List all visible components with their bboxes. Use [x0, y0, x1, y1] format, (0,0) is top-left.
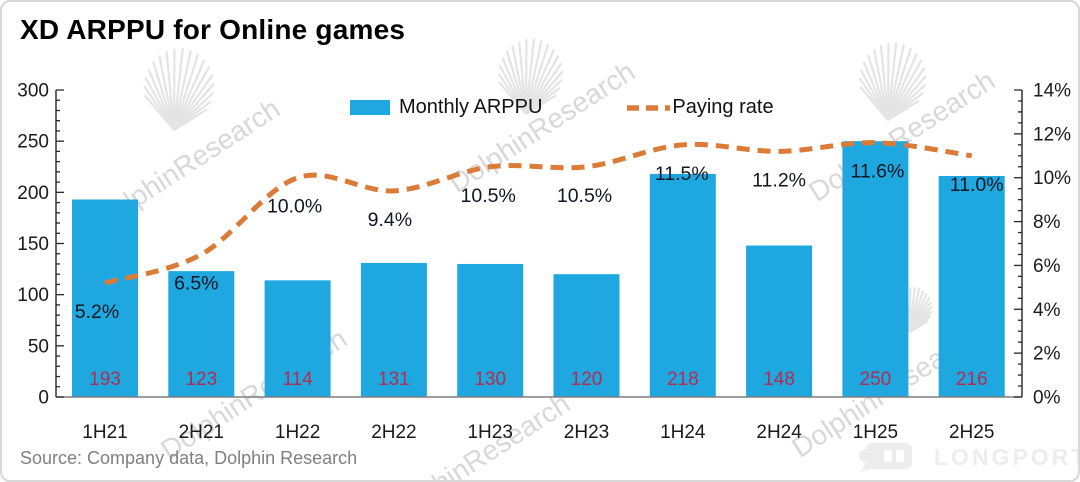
- paying-rate-label: 6.5%: [174, 272, 218, 294]
- legend-line-label: Paying rate: [672, 96, 774, 118]
- bar-value-label: 120: [571, 369, 603, 390]
- right-axis-tick-label: 10%: [1033, 168, 1071, 189]
- paying-rate-label: 10.5%: [461, 185, 516, 207]
- legend-line-swatch-icon: [627, 104, 671, 111]
- right-axis-tick-label: 12%: [1033, 124, 1071, 145]
- bar-2H23: [553, 274, 620, 397]
- bar-value-label: 193: [89, 369, 121, 390]
- x-axis-label-2H23: 2H23: [564, 422, 609, 443]
- bar-2H24: [746, 245, 813, 397]
- bar-value-label: 114: [282, 369, 313, 390]
- bar-1H22: [264, 280, 331, 397]
- x-axis-label-1H25: 1H25: [853, 422, 898, 443]
- bar-value-label: 216: [956, 369, 988, 390]
- x-axis-label-2H24: 2H24: [756, 422, 802, 443]
- x-axis-label-2H21: 2H21: [179, 422, 224, 443]
- paying-rate-label: 11.0%: [950, 174, 1004, 196]
- paying-rate-label: 11.6%: [850, 161, 904, 183]
- legend-bar-swatch-icon: [350, 100, 390, 115]
- chart-title: XD ARPPU for Online games: [20, 14, 406, 45]
- longport-brand-text: LONGPORT: [934, 443, 1080, 470]
- x-axis-label-1H21: 1H21: [82, 422, 127, 443]
- left-axis-tick-label: 250: [17, 132, 49, 153]
- right-axis-tick-label: 6%: [1033, 256, 1061, 277]
- dolphin-logo-watermark-icon: [858, 42, 927, 121]
- left-axis-tick-label: 300: [17, 81, 49, 102]
- left-axis-tick-label: 200: [17, 183, 49, 204]
- dolphin-logo-watermark-icon: [143, 48, 215, 131]
- paying-rate-label: 9.4%: [368, 209, 412, 231]
- x-axis-label-2H25: 2H25: [949, 422, 994, 443]
- bar-value-label: 148: [763, 369, 795, 390]
- x-axis-label-1H22: 1H22: [275, 422, 320, 443]
- left-axis-tick-label: 150: [17, 234, 49, 255]
- left-axis-tick-label: 0: [38, 388, 49, 409]
- x-axis-label-1H24: 1H24: [660, 422, 706, 443]
- left-axis-tick-label: 50: [28, 336, 49, 357]
- right-axis-tick-label: 2%: [1033, 344, 1061, 365]
- bar-1H23: [457, 263, 524, 397]
- bar-2H22: [360, 262, 427, 397]
- x-axis-label-1H23: 1H23: [467, 422, 512, 443]
- paying-rate-label: 5.2%: [75, 301, 119, 323]
- left-axis-tick-label: 100: [17, 285, 49, 306]
- paying-rate-label: 11.2%: [752, 169, 806, 191]
- bar-1H21: [72, 199, 138, 397]
- legend-bar-label: Monthly ARPPU: [399, 96, 543, 118]
- source-note: Source: Company data, Dolphin Research: [20, 448, 358, 468]
- right-axis-tick-label: 8%: [1033, 212, 1061, 233]
- bar-2H25: [938, 175, 1005, 397]
- right-axis-tick-label: 4%: [1033, 300, 1061, 321]
- x-axis-label-2H22: 2H22: [371, 422, 416, 443]
- bar-value-label: 123: [185, 369, 217, 390]
- bar-value-label: 130: [474, 369, 506, 390]
- legend: Monthly ARPPU Paying rate: [350, 96, 774, 119]
- bar-1H25: [842, 141, 909, 397]
- longport-brand: LONGPORT: [854, 442, 1080, 472]
- bar-1H24: [649, 173, 716, 397]
- longport-logo-icon: [859, 443, 912, 472]
- right-axis-tick-label: 14%: [1033, 81, 1071, 102]
- paying-rate-label: 11.5%: [655, 163, 709, 185]
- right-axis-tick-label: 0%: [1033, 388, 1061, 409]
- bar-value-label: 218: [667, 369, 699, 390]
- bar-value-label: 250: [860, 369, 892, 390]
- paying-rate-label: 10.0%: [267, 196, 322, 218]
- dolphin-logo-watermark-icon: [497, 38, 564, 115]
- bar-2H21: [168, 271, 235, 397]
- paying-rate-line: [104, 140, 973, 286]
- bar-value-label: 131: [378, 369, 410, 390]
- paying-rate-label: 10.5%: [557, 185, 612, 207]
